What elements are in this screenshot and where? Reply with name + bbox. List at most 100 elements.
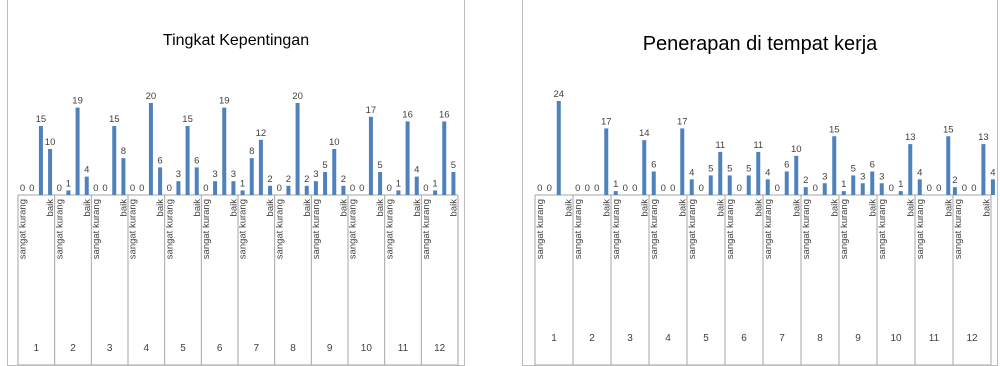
data-label: 2 [952,175,957,186]
category-tick-label: baik [412,199,423,217]
data-label: 4 [765,167,770,178]
bar [249,158,254,195]
data-label: 6 [194,155,199,166]
bar [604,128,609,195]
category-tick-label: baik [563,199,574,217]
data-label: 0 [632,183,637,194]
data-label: 8 [121,146,126,157]
data-label: 4 [414,165,419,176]
bar [66,190,71,195]
data-label: 2 [304,174,309,185]
category-tick-label: sangat kurang [421,199,432,259]
group-tick-label: 2 [589,333,595,344]
data-label: 5 [322,160,327,171]
data-label: 15 [182,114,193,125]
category-tick-label: sangat kurang [839,199,850,259]
category-tick-label: baik [155,199,166,217]
chart-panel-tingkat-kepentingan: Tingkat Kepentingan 0 0 15 10 sangat kurang ba… [7,0,465,366]
bar [946,136,951,195]
data-label: 0 [387,183,392,194]
group-tick-label: 12 [966,333,978,344]
data-label: 4 [917,167,922,178]
data-label: 1 [66,178,71,189]
category-tick-label: baik [192,199,203,217]
data-label: 20 [292,91,303,102]
bar [952,187,957,195]
group-tick-label: 8 [817,333,823,344]
data-label: 5 [851,163,856,174]
category-tick-label: sangat kurang [535,199,546,259]
category-tick-label: baik [639,199,650,217]
category-tick-label: sangat kurang [201,199,212,259]
category-tick-label: sangat kurang [915,199,926,259]
data-label: 5 [377,160,382,171]
bar [727,175,732,195]
data-label: 0 [350,183,355,194]
data-label: 1 [898,179,903,190]
data-label: 0 [547,183,552,194]
data-label: 0 [537,183,542,194]
data-label: 17 [601,116,612,127]
bar [405,121,410,195]
group-tick-label: 7 [779,333,785,344]
category-tick-label: sangat kurang [649,199,660,259]
group-tick-label: 10 [361,343,373,354]
data-label: 6 [651,160,656,171]
data-label: 4 [689,167,694,178]
data-label: 3 [313,169,318,180]
data-label: 5 [451,160,456,171]
group-tick-label: 4 [144,343,150,354]
bar [689,179,694,195]
data-label: 4 [990,167,995,178]
category-tick-label: baik [338,199,349,217]
bar [222,107,227,195]
data-label: 13 [978,132,989,143]
category-tick-label: sangat kurang [953,199,964,259]
data-label: 0 [203,183,208,194]
bar [323,172,328,195]
bar [898,191,903,195]
data-label: 2 [267,174,272,185]
data-label: 4 [84,165,89,176]
data-label: 10 [329,137,340,148]
bar [75,107,80,195]
data-label: 0 [775,183,780,194]
group-tick-label: 5 [703,333,709,344]
data-label: 0 [20,183,25,194]
category-tick-label: sangat kurang [274,199,285,259]
bar [176,181,181,195]
bar [746,175,751,195]
bar [718,151,723,195]
bar [756,151,761,195]
bar [433,190,438,195]
bar [48,149,53,195]
group-tick-label: 10 [890,333,902,344]
category-tick-label: baik [753,199,764,217]
data-label: 8 [249,146,254,157]
bar [112,126,117,195]
bar [613,191,618,195]
bar [680,128,685,195]
data-label: 0 [699,183,704,194]
data-label: 1 [240,178,245,189]
data-label: 0 [594,183,599,194]
data-label: 5 [708,163,713,174]
data-label: 5 [727,163,732,174]
data-label: 15 [109,114,120,125]
data-label: 0 [102,183,107,194]
data-label: 0 [277,183,282,194]
data-label: 1 [432,178,437,189]
data-label: 0 [130,183,135,194]
data-label: 0 [936,183,941,194]
bar [378,172,383,195]
category-tick-label: baik [867,199,878,217]
data-label: 1 [613,179,618,190]
data-label: 13 [905,132,916,143]
chart-title: Tingkat Kepentingan [163,32,309,49]
data-label: 2 [341,174,346,185]
data-label: 11 [715,140,725,151]
category-tick-label: baik [601,199,612,217]
bar [642,140,647,195]
bar [651,171,656,195]
